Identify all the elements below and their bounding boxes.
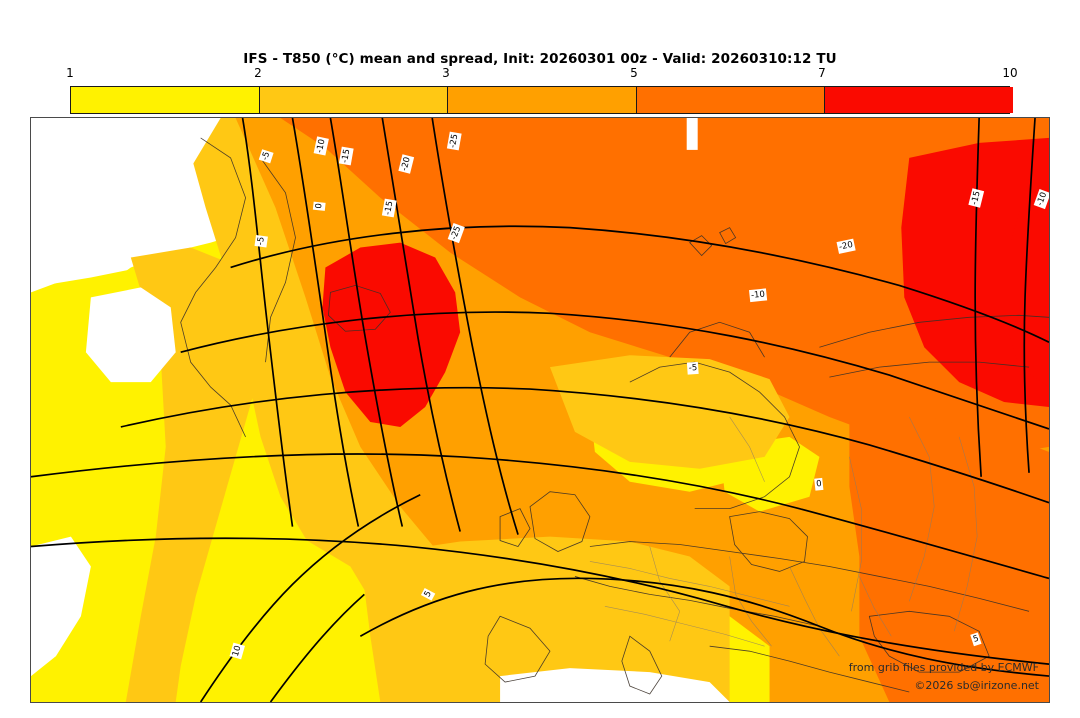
colorbar-tick-5: 10	[1002, 66, 1018, 80]
contour-label: -5	[254, 234, 268, 248]
colorbar-tick-2: 3	[442, 66, 450, 80]
contour-label: 0	[312, 201, 326, 211]
colorbar-tick-labels: 1 2 3 5 7 10	[66, 66, 1017, 84]
colorbar-segment-5-7	[635, 87, 825, 113]
attribution-copyright: ©2026 sb@irizone.net	[914, 679, 1039, 692]
contour-label: -5	[686, 361, 700, 375]
colorbar-tick-4: 7	[818, 66, 826, 80]
colorbar-tick-3: 5	[630, 66, 638, 80]
colorbar-segment-1-2	[71, 87, 259, 113]
colorbar-segment-7-10	[824, 87, 1013, 113]
page-title: IFS - T850 (°C) mean and spread, Init: 2…	[243, 51, 837, 67]
attribution-source: from grib files provided by ECMWF	[848, 661, 1039, 674]
contour-label: -10	[748, 288, 768, 302]
contour-label: 0	[814, 477, 824, 491]
colorbar-strip	[70, 86, 1013, 114]
map-panel[interactable]: -5 -10 -15 -20 -25 -25 -15 0 -5 -20 -10 -5 -15 -10 0 5 1…	[30, 117, 1050, 703]
map-canvas	[31, 118, 1049, 702]
colorbar-tick-1: 2	[254, 66, 262, 80]
map-svg	[31, 118, 1049, 702]
colorbar: 1 2 3 5 7 10	[66, 66, 1018, 114]
colorbar-segment-2-3	[258, 87, 448, 113]
colorbar-tick-0: 1	[66, 66, 74, 80]
colorbar-segment-3-5	[447, 87, 636, 113]
